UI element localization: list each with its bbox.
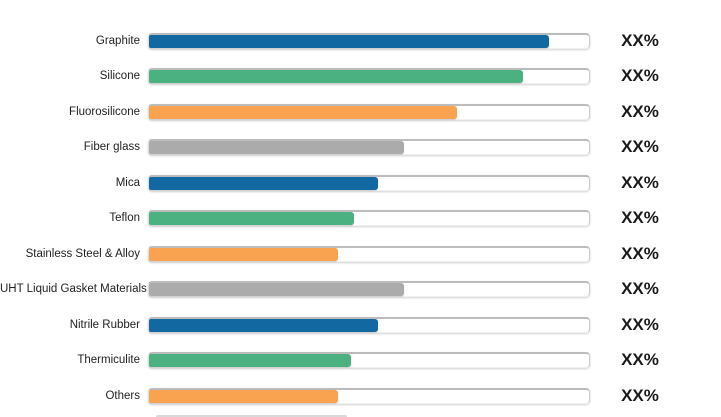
bar-chart-rows: Graphite XX% Silicone XX% Fluorosilicone…: [0, 23, 721, 414]
chart-row: Mica XX%: [0, 165, 721, 201]
value-label: XX%: [621, 101, 659, 121]
bar: [149, 105, 457, 119]
bar: [149, 389, 339, 403]
bar: [149, 283, 405, 297]
bar-track: [148, 245, 590, 262]
bar-track: [148, 387, 590, 404]
cutoff-bar-sliver: [156, 415, 347, 417]
category-label: Fiber glass: [83, 141, 140, 154]
value-label: XX%: [621, 66, 659, 86]
category-label: Fluorosilicone: [69, 105, 140, 118]
chart-row: Stainless Steel & Alloy XX%: [0, 236, 721, 272]
bar-track: [148, 316, 590, 333]
category-label: UHT Liquid Gasket Materials: [0, 283, 147, 296]
bar-track: [148, 352, 590, 369]
chart-row: Fiber glass XX%: [0, 130, 721, 166]
chart-row: Teflon XX%: [0, 201, 721, 237]
bar: [149, 70, 523, 84]
bar: [149, 354, 352, 368]
value-label: XX%: [621, 350, 659, 370]
category-label: Nitrile Rubber: [69, 318, 140, 331]
chart-row: Fluorosilicone XX%: [0, 94, 721, 130]
chart-row: Nitrile Rubber XX%: [0, 307, 721, 343]
category-label: Others: [105, 389, 140, 402]
bar-track: [148, 68, 590, 85]
category-label: Thermiculite: [77, 354, 140, 367]
chart-row: Others XX%: [0, 378, 721, 414]
value-label: XX%: [621, 137, 659, 157]
bar-track: [148, 32, 590, 49]
category-label: Mica: [115, 176, 140, 189]
value-label: XX%: [621, 172, 659, 192]
category-label: Teflon: [109, 212, 140, 225]
value-label: XX%: [621, 208, 659, 228]
bar: [149, 141, 405, 155]
category-label: Graphite: [95, 34, 140, 47]
bar: [149, 34, 550, 48]
category-label: Silicone: [99, 70, 140, 83]
bar: [149, 318, 378, 332]
value-label: XX%: [621, 314, 659, 334]
chart-row: Thermiculite XX%: [0, 343, 721, 379]
bar-track: [148, 281, 590, 298]
value-label: XX%: [621, 30, 659, 50]
bar-track: [148, 210, 590, 227]
chart-row: Silicone XX%: [0, 59, 721, 95]
bar-track: [148, 139, 590, 156]
value-label: XX%: [621, 243, 659, 263]
chart-row: UHT Liquid Gasket Materials XX%: [0, 272, 721, 308]
value-label: XX%: [621, 385, 659, 405]
category-label: Stainless Steel & Alloy: [25, 247, 140, 260]
bar: [149, 212, 354, 226]
chart-row: Graphite XX%: [0, 23, 721, 59]
bar: [149, 247, 339, 261]
value-label: XX%: [621, 279, 659, 299]
bar-track: [148, 174, 590, 191]
bar: [149, 176, 378, 190]
bar-track: [148, 103, 590, 120]
